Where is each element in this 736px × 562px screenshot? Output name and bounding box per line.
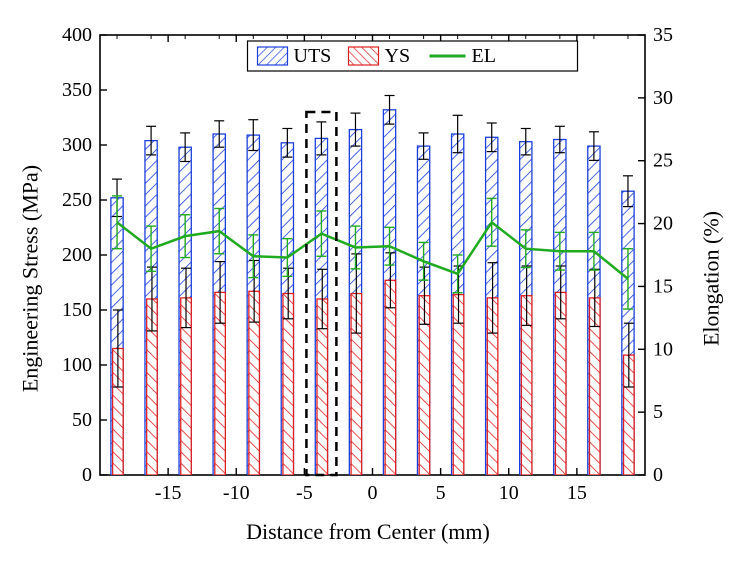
y-left-tick-label: 350 <box>62 79 92 101</box>
x-tick-label: 0 <box>368 482 378 504</box>
y-right-tick-label: 0 <box>653 464 663 486</box>
x-tick-label: 5 <box>436 482 446 504</box>
y-left-tick-label: 0 <box>82 464 92 486</box>
y-right-tick-label: 35 <box>653 24 673 46</box>
ys-bar <box>385 280 396 475</box>
legend-swatch-uts <box>258 47 288 65</box>
x-tick-label: -5 <box>296 482 313 504</box>
chart-container: -15-10-505101505010015020025030035040005… <box>0 0 736 557</box>
legend-label-el: EL <box>472 45 496 67</box>
legend-label-uts: UTS <box>294 45 332 67</box>
y-right-axis-label: Elongation (%) <box>433 139 736 419</box>
legend-label-ys: YS <box>385 45 411 67</box>
y-left-axis-label: Engineering Stress (MPa) <box>0 139 309 419</box>
x-tick-label: -10 <box>223 482 250 504</box>
x-axis-label: Distance from Center (mm) <box>0 519 736 545</box>
legend-swatch-ys <box>349 47 379 65</box>
x-tick-label: 15 <box>567 482 587 504</box>
x-tick-label: 10 <box>499 482 519 504</box>
y-left-tick-label: 400 <box>62 24 92 46</box>
y-right-tick-label: 30 <box>653 87 673 109</box>
legend: UTS YS EL <box>248 41 578 71</box>
x-tick-label: -15 <box>155 482 182 504</box>
